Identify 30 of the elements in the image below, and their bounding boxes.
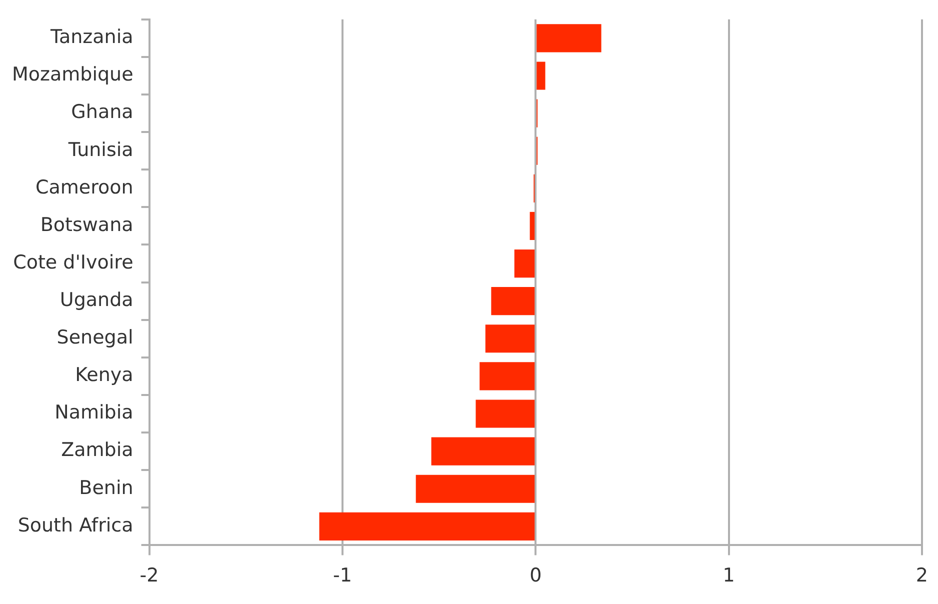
y-tick-label: Benin	[79, 476, 134, 499]
y-tick-label: Cameroon	[35, 176, 134, 198]
bar	[416, 474, 535, 503]
x-tick-label: 0	[530, 564, 542, 587]
bar	[491, 287, 535, 316]
bar	[476, 400, 535, 428]
bar	[536, 24, 602, 52]
x-tick-label: -1	[332, 564, 352, 587]
bar	[319, 512, 535, 540]
bar	[514, 249, 535, 278]
y-tick-label: Botswana	[40, 214, 134, 236]
bar	[536, 62, 546, 90]
y-tick-label: Cote d'Ivoire	[13, 251, 134, 274]
bar	[530, 212, 535, 240]
y-tick-label: Mozambique	[12, 64, 134, 86]
bar	[431, 437, 535, 466]
y-tick-label: Kenya	[75, 364, 134, 386]
y-tick-label: Zambia	[61, 439, 134, 462]
x-tick-label: 1	[722, 564, 735, 587]
y-tick-label: Tunisia	[67, 138, 134, 161]
x-tick-label: 2	[916, 564, 928, 587]
y-tick-label: Ghana	[71, 101, 134, 124]
y-tick-label: Namibia	[54, 402, 134, 424]
y-tick-label: South Africa	[18, 514, 134, 536]
y-tick-label: Senegal	[56, 326, 134, 349]
y-tick-label: Tanzania	[50, 26, 134, 48]
bar	[485, 324, 535, 353]
bar	[480, 362, 535, 390]
y-tick-label: Uganda	[60, 289, 134, 312]
x-tick-label: -2	[140, 564, 159, 587]
